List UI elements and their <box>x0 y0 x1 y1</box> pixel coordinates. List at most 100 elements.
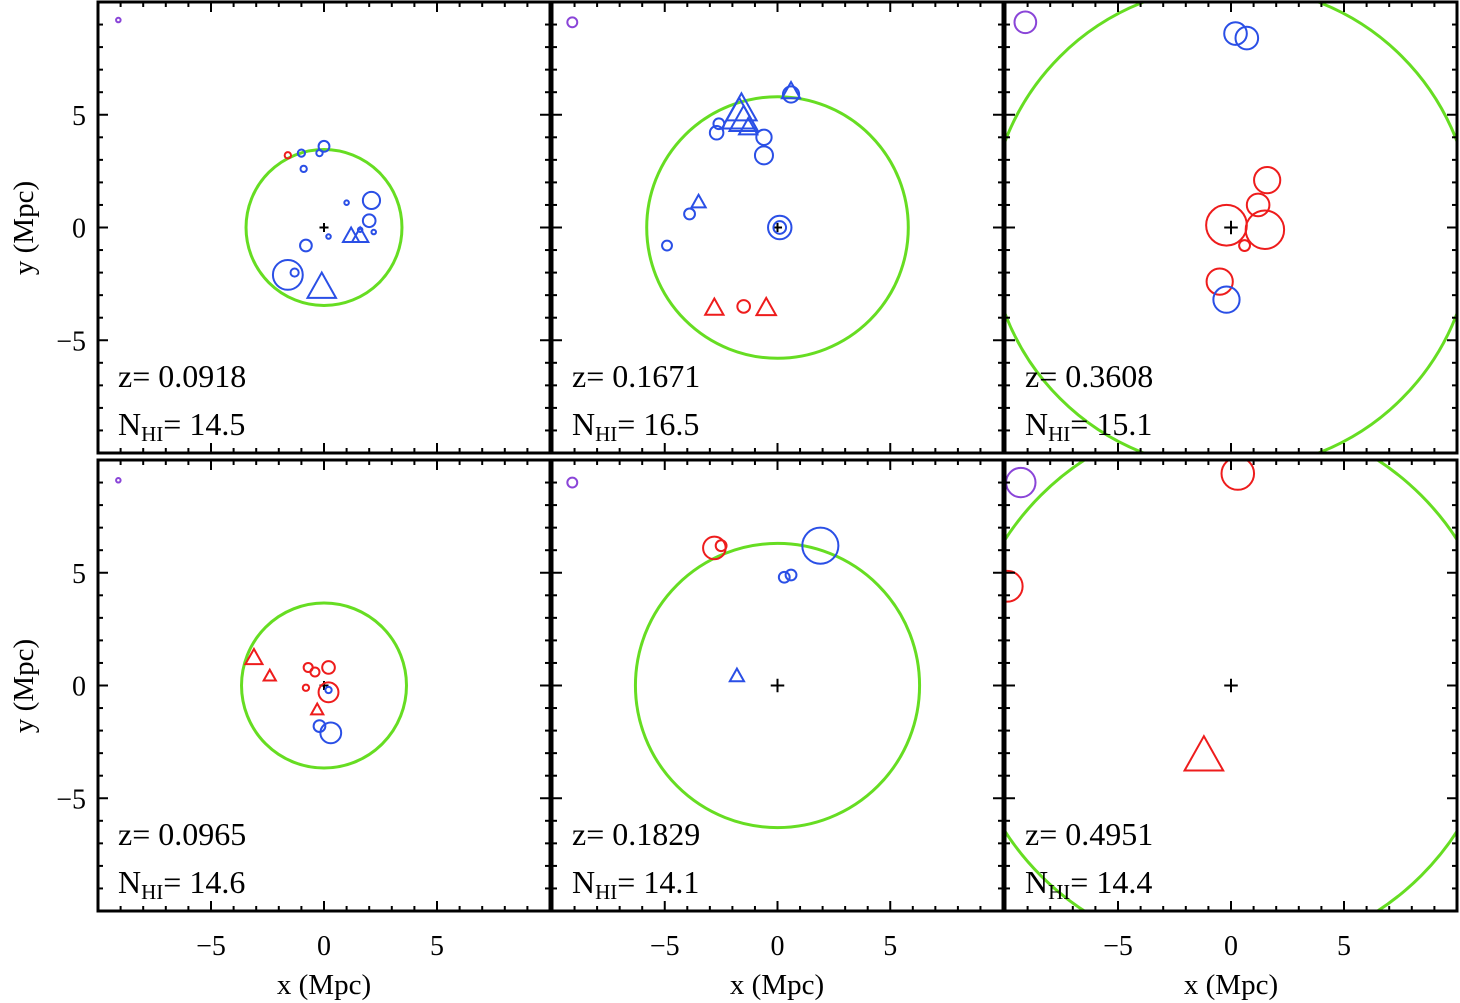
nhi-subscript: HI <box>595 422 617 446</box>
x-tick-label: 0 <box>1224 931 1238 962</box>
green-circle <box>240 601 408 770</box>
data-point-circle-blue <box>289 267 300 278</box>
nhi-value: = 16.5 <box>617 406 699 442</box>
plot-area-top-center <box>566 16 910 360</box>
data-point-triangle-blue <box>727 103 760 132</box>
y-tick-label: 5 <box>72 559 86 590</box>
data-point-circle-red <box>714 539 728 553</box>
data-point-circle-blue <box>1223 21 1248 46</box>
data-point-circle-red <box>1005 569 1024 603</box>
data-point-circle-blue <box>296 148 307 158</box>
data-point-circle-blue <box>712 117 726 131</box>
panel-top-right: z= 0.3608 NHI= 15.1 <box>1003 0 1459 455</box>
data-point-circle-red <box>301 683 311 692</box>
nhi-subscript: HI <box>1048 422 1070 446</box>
nhi-value: = 15.1 <box>1070 406 1152 442</box>
nhi-value: = 14.4 <box>1070 864 1152 900</box>
panel-top-center: z= 0.1671 NHI= 16.5 <box>550 0 1005 455</box>
data-point-circle-red <box>1238 239 1251 252</box>
x-tick-label: 5 <box>1337 931 1351 962</box>
x-tick-label: 5 <box>430 931 444 962</box>
green-circle <box>1005 2 1457 453</box>
y-tick-label: 0 <box>72 672 86 703</box>
y-tick-label: −5 <box>56 326 86 357</box>
data-point-triangle-red <box>1182 734 1225 772</box>
data-point-circle-red <box>736 299 751 314</box>
y-tick-label: 0 <box>72 214 86 245</box>
data-point-circle-blue <box>683 207 696 221</box>
data-point-circle-purple <box>1005 466 1037 499</box>
data-point-circle-purple <box>566 476 579 489</box>
panel-frame <box>1003 458 1459 913</box>
nhi-value: = 14.6 <box>163 864 245 900</box>
center-plus-marker <box>1224 678 1238 693</box>
nhi-subscript: HI <box>141 880 163 904</box>
panel-frame <box>1003 0 1459 455</box>
x-tick-label: 0 <box>771 931 785 962</box>
data-point-triangle-red <box>309 701 326 716</box>
data-point-circle-red <box>309 666 321 678</box>
data-point-circle-blue <box>361 213 377 229</box>
nhi-symbol: N <box>572 864 595 900</box>
center-plus-marker <box>319 222 329 233</box>
x-tick-label: 5 <box>883 931 897 962</box>
data-point-circle-blue <box>777 570 791 584</box>
data-point-circle-red <box>1244 209 1286 250</box>
column-density-label: NHI= 14.1 <box>572 864 699 904</box>
data-point-triangle-blue <box>350 225 371 243</box>
data-point-triangle-red <box>703 296 726 316</box>
panel-frame <box>96 458 552 913</box>
plot-area-bottom-center <box>566 476 922 830</box>
data-point-circle-blue <box>772 220 788 235</box>
data-point-circle-blue <box>753 145 774 166</box>
redshift-label: z= 0.0918 <box>118 358 246 394</box>
data-point-circle-red <box>1220 460 1256 491</box>
center-plus-marker <box>772 222 783 233</box>
data-point-circle-red <box>1205 203 1248 247</box>
plot-area-bottom-right <box>1005 460 1457 911</box>
data-point-circle-red <box>321 660 336 675</box>
panel-frame <box>550 0 1005 455</box>
redshift-label: z= 0.0965 <box>118 816 246 852</box>
plot-area-top-right <box>1005 2 1457 453</box>
data-point-circle-blue <box>317 139 331 153</box>
nhi-symbol: N <box>118 864 141 900</box>
data-point-circle-blue <box>299 238 313 253</box>
data-point-circle-blue <box>781 85 801 104</box>
data-point-circle-purple <box>1013 10 1038 35</box>
data-point-circle-red <box>317 681 340 704</box>
nhi-symbol: N <box>1025 864 1048 900</box>
center-plus-marker <box>1224 220 1238 235</box>
green-circle <box>633 541 922 830</box>
plot-area-top-left <box>115 16 404 307</box>
nhi-symbol: N <box>118 406 141 442</box>
data-point-circle-blue <box>271 258 304 291</box>
data-point-triangle-red <box>243 646 265 666</box>
y-axis-label-top: y (Mpc) <box>8 181 40 275</box>
data-point-circle-blue <box>361 190 382 211</box>
panel-bottom-left: −5 0 5 −5 0 5 z= 0.0965 NHI= 14.6 <box>56 458 552 962</box>
data-point-circle-blue <box>319 721 343 745</box>
x-axis-label-center: x (Mpc) <box>730 969 824 1001</box>
data-point-circle-purple <box>115 16 122 24</box>
data-point-circle-red <box>1253 166 1282 195</box>
data-point-triangle-blue <box>737 116 760 136</box>
x-axis-label-right: x (Mpc) <box>1184 969 1278 1001</box>
x-tick-label: −5 <box>650 931 680 962</box>
redshift-label: z= 0.1829 <box>572 816 700 852</box>
data-point-circle-red <box>1205 267 1234 296</box>
data-point-circle-blue <box>325 233 332 240</box>
panel-frame <box>550 458 1005 913</box>
data-point-circle-blue <box>708 125 725 141</box>
data-point-circle-red <box>1245 192 1271 218</box>
column-density-label: NHI= 14.6 <box>118 864 245 904</box>
redshift-label: z= 0.4951 <box>1025 816 1153 852</box>
panel-top-left: −5 0 5 z= 0.0918 NHI= 14.5 <box>56 0 552 455</box>
data-point-circle-blue <box>1234 25 1260 51</box>
data-point-circle-blue <box>1212 285 1241 314</box>
data-point-circle-blue <box>767 214 793 241</box>
data-point-triangle-red <box>754 295 778 317</box>
nhi-symbol: N <box>1025 406 1048 442</box>
data-point-circle-blue <box>324 685 333 695</box>
